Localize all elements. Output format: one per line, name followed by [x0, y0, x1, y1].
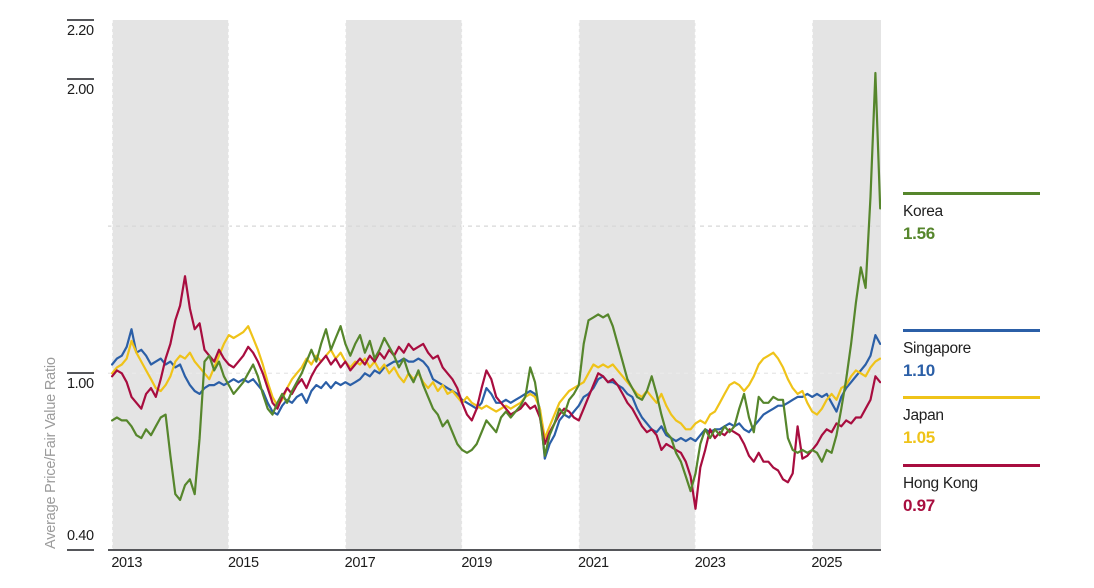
legend-item-japan: Japan 1.05 [903, 396, 1040, 448]
legend-label-japan: Japan [903, 407, 944, 424]
y-axis-title: Average Price/Fair Value Ratio [43, 357, 59, 549]
legend-label-singapore: Singapore [903, 340, 971, 357]
x-tick-label-2017: 2017 [344, 555, 376, 571]
x-axis-line [108, 549, 881, 551]
legend-item-hong-kong: Hong Kong 0.97 [903, 464, 1040, 516]
legend-label-korea: Korea [903, 203, 943, 220]
y-tick-label-2.20: 2.20 [67, 23, 94, 39]
legend-item-singapore: Singapore 1.10 [903, 329, 1040, 381]
legend-line-singapore [903, 329, 1040, 332]
legend-value-hong-kong: 0.97 [903, 495, 935, 515]
x-tick-label-2015: 2015 [227, 555, 259, 571]
background-band [578, 20, 696, 550]
background-band [112, 20, 229, 550]
y-tick-mark-1.00 [67, 372, 94, 375]
x-tick-label-2023: 2023 [694, 555, 726, 571]
legend-line-hong-kong [903, 464, 1040, 467]
legend-value-singapore: 1.10 [903, 360, 935, 380]
y-tick-label-2.00: 2.00 [67, 81, 94, 98]
y-tick-label-0.40: 0.40 [67, 528, 94, 544]
legend-label-hong-kong: Hong Kong [903, 475, 978, 492]
x-tick-label-2025: 2025 [811, 555, 843, 571]
series-line-hong-kong [110, 275, 881, 510]
background-band [812, 20, 881, 550]
legend-item-korea: Korea 1.56 [903, 192, 1040, 244]
legend-line-korea [903, 192, 1040, 195]
x-tick-label-2019: 2019 [461, 555, 493, 571]
y-tick-mark-2.20 [67, 19, 94, 21]
series-line-korea [110, 71, 881, 501]
y-tick-mark-0.40 [67, 549, 94, 551]
plot-area [108, 20, 881, 550]
y-tick-mark-2.00 [67, 77, 94, 80]
background-band [345, 20, 463, 550]
chart-svg [108, 20, 881, 550]
legend-value-japan: 1.05 [903, 427, 935, 447]
y-tick-label-1.00: 1.00 [67, 376, 94, 393]
series-line-japan [110, 325, 881, 440]
legend-value-korea: 1.56 [903, 223, 935, 243]
x-tick-label-2021: 2021 [578, 555, 609, 571]
x-tick-label-2013: 2013 [111, 555, 143, 571]
legend-line-japan [903, 396, 1040, 399]
